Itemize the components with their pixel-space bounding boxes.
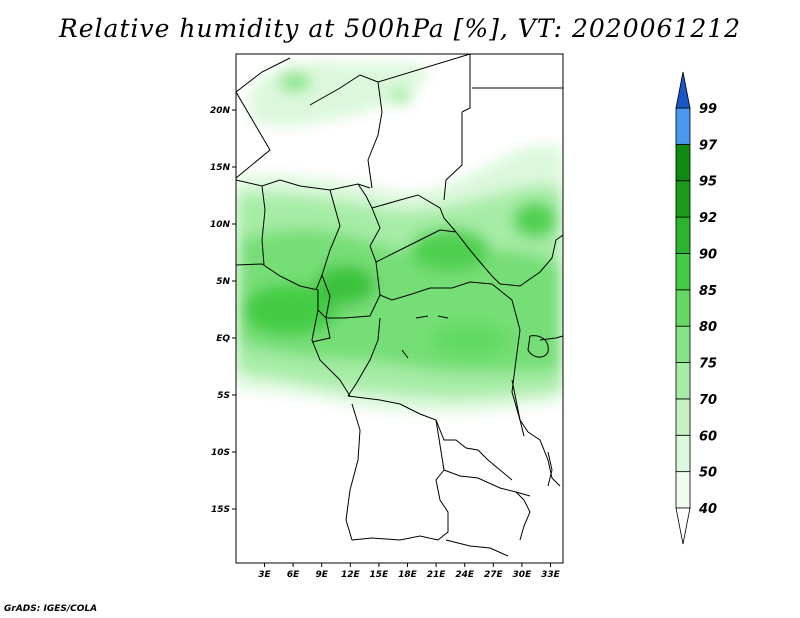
border-south [445,539,509,557]
colorbar-label: 99 [699,102,717,117]
border-libya-chad [367,81,383,189]
lon-tick-label: 33E [541,570,561,580]
humidity-core-north2 [388,88,412,104]
colorbar-label: 75 [699,357,717,372]
lon-tick-label: 24E [455,570,475,580]
longitude-axis: 3E 6E 9E 12E 15E 18E 21E 24E 27E 30E 33E [258,563,561,580]
humidity-core-west [242,284,338,336]
border-kenya [539,335,563,341]
colorbar-bottom-arrow [675,507,691,545]
colorbar-bin [675,362,691,400]
border-cameroon-congo [321,274,381,319]
humidity-core-cameroon [315,265,375,305]
border-nigeria-benin [261,185,266,266]
lon-tick-label: 12E [341,570,361,580]
colorbar-bin [675,253,691,291]
map-frame [235,53,564,564]
lat-tick-label: 5N [216,277,230,287]
lon-tick-label: 30E [513,570,533,580]
lon-tick-label: 15E [370,570,390,580]
colorbar-bin [675,434,691,473]
border-nigeria-cameroon [315,189,341,291]
humidity-core-east [513,202,557,238]
humidity-core-congo [430,322,510,358]
border-drc-angola [347,395,513,481]
lat-tick-label: EQ [216,334,230,344]
colorbar-bin [675,216,691,254]
humidity-field [236,61,563,413]
river-congo [401,315,449,359]
lon-tick-label: 21E [427,570,447,580]
lon-tick-label: 3E [258,570,271,580]
coast-west [236,263,351,397]
colorbar: 40 50 60 70 75 80 85 90 92 95 97 99 [675,71,718,545]
border-egypt-sudan [443,112,463,201]
colorbar-label: 97 [699,138,718,153]
lake-victoria [527,335,549,358]
border-algeria-libya [236,57,291,93]
border-angola-west [345,403,361,541]
humidity-core-sudan [410,228,490,272]
colorbar-bin [675,398,691,436]
colorbar-bin [675,143,691,182]
border-libya-sudan [377,54,471,113]
colorbar-label: 70 [699,393,717,408]
lat-tick-label: 5S [217,391,230,401]
border-car-drc [375,261,493,301]
colorbar-label: 50 [699,466,717,481]
colorbar-bin [675,289,691,327]
humidity-core-north [279,72,311,92]
colorbar-bin [675,107,691,145]
border-gabon [311,309,331,343]
border-chad-car [369,229,457,263]
border-angola-namibia [351,469,449,541]
credit-label: GrADS: IGES/COLA [4,604,98,614]
colorbar-label: 40 [698,502,717,517]
lon-tick-label: 6E [287,570,300,580]
border-libya-niger [309,74,379,106]
colorbar-bin [675,180,691,218]
border-mozambique [515,491,531,541]
latitude-axis: 20N 15N 10N 5N EQ 5S 10S 15S [210,106,236,515]
lon-tick-label: 18E [398,570,418,580]
lat-tick-label: 10N [210,220,231,230]
lon-tick-label: 27E [484,570,504,580]
lake-malawi [547,451,553,487]
lake-tanganyika [511,379,525,437]
border-sudan-south [455,231,501,285]
lon-tick-label: 9E [315,570,328,580]
colorbar-bin [675,325,691,363]
map-title: Relative humidity at 500hPa [%], VT: 202… [58,14,742,43]
country-borders [236,54,563,557]
colorbar-label: 92 [699,211,717,226]
border-niger-north [236,91,271,179]
lat-tick-label: 10S [211,448,230,458]
colorbar-label: 60 [699,429,717,444]
border-ethiopia [499,234,563,287]
colorbar-bin [675,471,691,509]
border-chad-sudan [371,194,457,233]
colorbar-label: 80 [699,320,717,335]
lat-tick-label: 20N [210,106,231,116]
colorbar-label: 95 [699,175,717,190]
border-zambia [435,419,531,497]
colorbar-top-arrow [675,71,691,109]
lat-tick-label: 15N [210,163,231,173]
lat-tick-label: 15S [211,505,230,515]
border-congo-drc [347,317,381,397]
colorbar-label: 85 [699,284,717,299]
border-tanzania [527,431,561,487]
colorbar-label: 90 [699,247,717,262]
